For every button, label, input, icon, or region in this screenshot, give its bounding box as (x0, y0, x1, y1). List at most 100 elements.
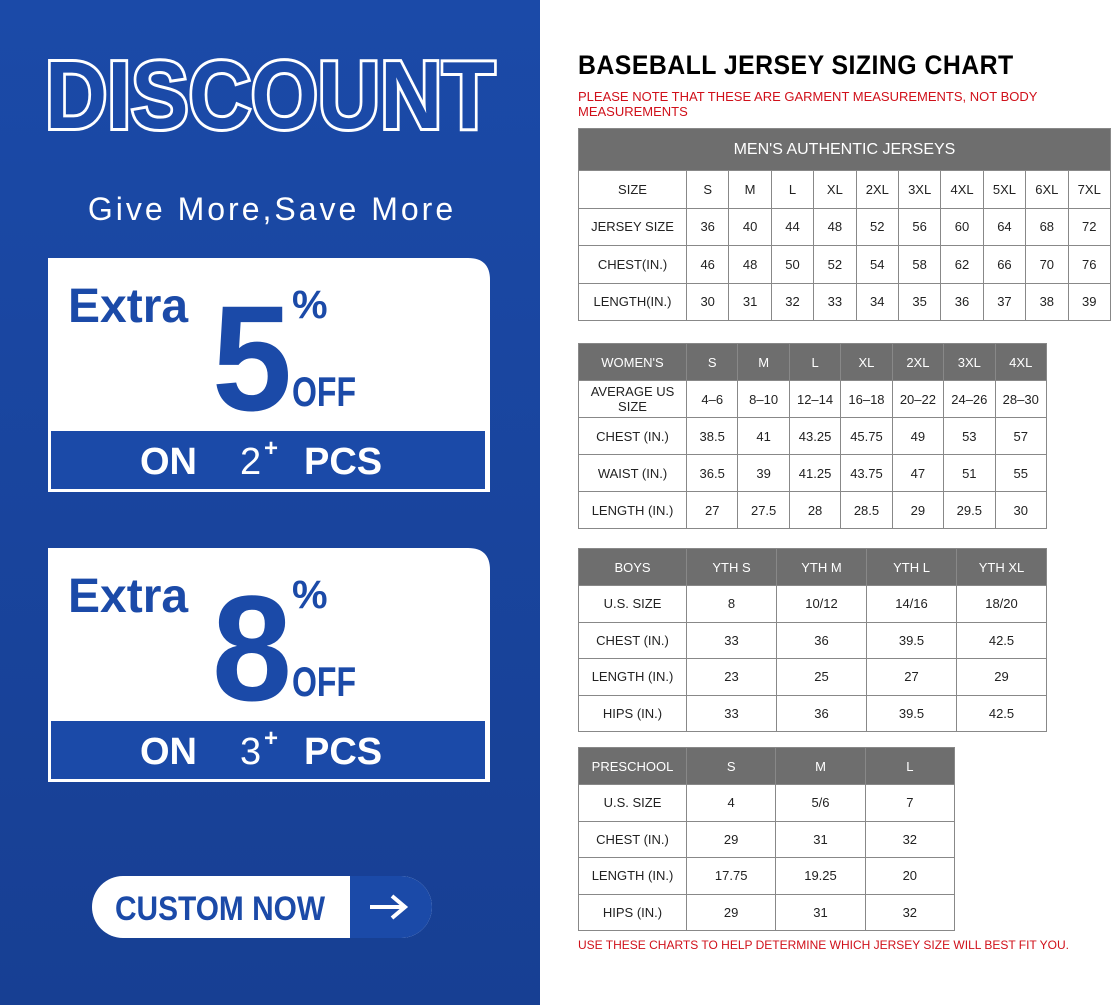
table-cell: 50 (770, 245, 815, 284)
size-table: BOYS YTH S YTH M YTH L YTH XL U.S. SIZE 8 10/12… (578, 548, 1047, 732)
table-cell: 5XL (982, 170, 1027, 209)
table-row: CHEST (IN.) 29 31 32 (578, 820, 955, 858)
table-cell: 52 (855, 207, 899, 246)
row-label: U.S. SIZE (578, 585, 687, 623)
table-cell: 5/6 (775, 784, 866, 822)
size-table: PRESCHOOL S M L U.S. SIZE 4 5/6 7 CHEST (IN.) 29 3… (578, 747, 955, 931)
table-cell: 38 (1025, 282, 1069, 321)
table-row: LENGTH (IN.) 23 25 27 29 (578, 658, 1047, 696)
offer-off: OFF (292, 368, 356, 415)
table-cell: 36 (685, 207, 730, 246)
table-cell: 2XL (855, 170, 899, 209)
row-label: LENGTH (IN.) (578, 857, 687, 895)
table-cell: 24–26 (943, 380, 996, 418)
header-cell: PRESCHOOL (578, 747, 687, 785)
table-cell: 36 (776, 694, 867, 732)
table-cell: 62 (940, 245, 984, 284)
table-row: CHEST(IN.) 46 48 50 52 54 58 62 66 70 76 (578, 245, 1111, 284)
header-cell: YTH L (866, 548, 957, 586)
table-cell: 18/20 (956, 585, 1047, 623)
table-cell: 48 (728, 245, 772, 284)
table-cell: 23 (686, 658, 777, 696)
header-cell: YTH M (776, 548, 867, 586)
table-cell: 20 (864, 857, 955, 895)
table-cell: L (770, 170, 815, 209)
table-cell: 48 (813, 207, 857, 246)
table-cell: 7XL (1067, 170, 1111, 209)
row-label: JERSEY SIZE (578, 207, 687, 246)
row-label: LENGTH(IN.) (578, 282, 687, 321)
custom-button[interactable] (92, 876, 432, 938)
size-table: WOMEN'S S M L XL 2XL 3XL 4XL AVERAGE US SIZE 4–6 8… (578, 343, 1047, 529)
table-cell: 30 (994, 491, 1047, 529)
table-cell: 64 (982, 207, 1027, 246)
table-cell: 28 (788, 491, 842, 529)
table-cell: 29.5 (943, 491, 996, 529)
table-cell: 66 (982, 245, 1027, 284)
table-cell: XL (813, 170, 857, 209)
table-cell: 12–14 (788, 380, 842, 418)
offer-qty: 3 (240, 731, 261, 773)
table-row: HIPS (IN.) 29 31 32 (578, 893, 955, 931)
offer-on: ON (140, 441, 197, 483)
footer-note: USE THESE CHARTS TO HELP DETERMINE WHICH… (578, 938, 1070, 952)
table-cell: 29 (891, 491, 945, 529)
table-cell: 41.25 (788, 454, 842, 492)
table-cell: 45.75 (840, 417, 893, 455)
table-cell: 47 (891, 454, 945, 492)
table-cell: 4XL (940, 170, 984, 209)
table-cell: M (728, 170, 772, 209)
table-cell: 57 (994, 417, 1047, 455)
offer-qty: 2 (240, 441, 261, 483)
table-row: CHEST (IN.) 33 36 39.5 42.5 (578, 621, 1047, 659)
table-cell: 60 (940, 207, 984, 246)
row-label: CHEST (IN.) (578, 820, 687, 858)
table-row: LENGTH(IN.) 30 31 32 33 34 35 36 37 38 39 (578, 282, 1111, 321)
row-label: LENGTH (IN.) (578, 491, 687, 529)
header-cell: 3XL (943, 343, 996, 381)
table-cell: 52 (813, 245, 857, 284)
table-row: LENGTH (IN.) 27 27.5 28 28.5 29 29.5 30 (578, 491, 1047, 529)
tagline: Give More,Save More (88, 191, 456, 227)
table-cell: 16–18 (840, 380, 893, 418)
table-cell: 68 (1025, 207, 1069, 246)
table-cell: 29 (685, 893, 777, 931)
offer-prefix: Extra (68, 280, 188, 333)
header-row: BOYS YTH S YTH M YTH L YTH XL (578, 548, 1047, 586)
table-cell: 32 (864, 820, 955, 858)
offer-unit: PCS (304, 731, 382, 773)
button-label[interactable]: CUSTOM NOW (115, 890, 326, 928)
table-cell: 37 (982, 282, 1027, 321)
table-cell: 33 (686, 694, 777, 732)
header-row: WOMEN'S S M L XL 2XL 3XL 4XL (578, 343, 1047, 381)
header-cell: M (737, 343, 790, 381)
table-row: WAIST (IN.) 36.5 39 41.25 43.75 47 51 55 (578, 454, 1047, 492)
table-cell: 39 (1067, 282, 1111, 321)
table-cell: 39.5 (866, 694, 957, 732)
table-row: LENGTH (IN.) 17.75 19.25 20 (578, 857, 955, 895)
table-cell: S (685, 170, 730, 209)
table-cell: 27.5 (737, 491, 790, 529)
row-label: AVERAGE US SIZE (578, 380, 687, 418)
arrow-icon (370, 894, 409, 920)
percent-sign: % (292, 573, 328, 617)
table-row: HIPS (IN.) 33 36 39.5 42.5 (578, 694, 1047, 732)
table-cell: 8–10 (737, 380, 790, 418)
table-cell: 28.5 (840, 491, 893, 529)
table-cell: 44 (770, 207, 815, 246)
table-cell: 32 (864, 893, 955, 931)
row-label: CHEST (IN.) (578, 417, 687, 455)
header-cell: BOYS (578, 548, 687, 586)
table-cell: 39 (737, 454, 790, 492)
offer-band (49, 429, 487, 491)
table-row: AVERAGE US SIZE 4–6 8–10 12–14 16–18 20–22 24–… (578, 380, 1047, 418)
table-cell: 39.5 (866, 621, 957, 659)
offer-off: OFF (292, 658, 356, 705)
table-row: U.S. SIZE 4 5/6 7 (578, 784, 955, 822)
table-cell: 31 (775, 893, 866, 931)
table-row: JERSEY SIZE 36 40 44 48 52 56 60 64 68 72 (578, 207, 1111, 246)
promo-title: DISCOUNT (45, 42, 495, 149)
table-cell: 28–30 (994, 380, 1047, 418)
table-cell: 30 (685, 282, 730, 321)
